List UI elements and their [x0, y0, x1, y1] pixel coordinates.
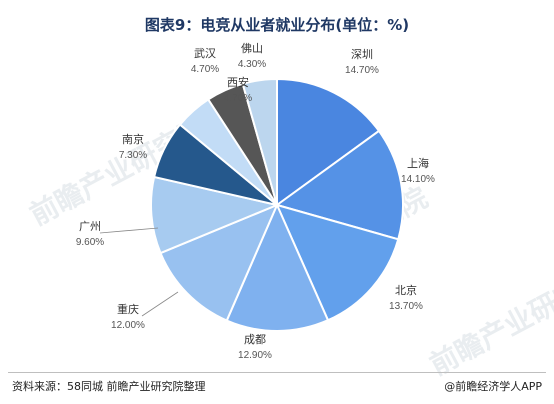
- slice-name-label: 深圳: [351, 48, 373, 61]
- pie-slice-1: [276, 77, 381, 207]
- pie-slice-3: [275, 203, 400, 322]
- pie-slices: [150, 77, 404, 332]
- slice-name-label: 上海: [407, 156, 429, 170]
- footer-divider: [8, 372, 546, 373]
- leader-line: [141, 291, 179, 317]
- slice-value-label: 7.30%: [119, 150, 147, 161]
- leader-lines: [99, 227, 179, 317]
- slice-labels: 深圳 14.70% 上海 14.10% 北京 13.70% 成都 12.90% 重庆 12.00%…: [76, 42, 435, 361]
- slice-value-label: 12.90%: [238, 350, 272, 361]
- chart-title: 图表9：电竞从业者就业分布(单位：%): [144, 16, 410, 34]
- credit-note: @前瞻经济学人APP: [444, 380, 542, 393]
- slice-value-label: 4.30%: [238, 59, 266, 70]
- slice-name-label: 成都: [244, 333, 266, 346]
- slice-value-label: 4.70%: [224, 93, 252, 104]
- slice-name-label: 佛山: [241, 42, 263, 55]
- slice-name-label: 西安: [227, 75, 249, 89]
- pie-slice-4: [225, 202, 330, 332]
- slice-name-label: 广州: [79, 220, 101, 233]
- slice-name-label: 重庆: [117, 302, 139, 316]
- slice-value-label: 14.10%: [401, 174, 435, 185]
- slice-value-label: 12.00%: [111, 320, 145, 331]
- pie-slice-2: [274, 129, 404, 241]
- slice-name-label: 南京: [122, 132, 144, 146]
- slice-name-label: 北京: [395, 283, 417, 297]
- slice-name-label: 武汉: [194, 47, 216, 60]
- pie-slice-5: [159, 203, 279, 322]
- pie-slice-10: [241, 77, 278, 206]
- slice-value-label: 14.70%: [345, 65, 379, 76]
- slice-value-label: 13.70%: [389, 301, 423, 312]
- slice-value-label: 4.70%: [191, 64, 219, 75]
- slice-value-label: 9.60%: [76, 237, 104, 248]
- source-note: 资料来源：58同城 前瞻产业研究院整理: [12, 380, 206, 393]
- leader-line: [99, 227, 159, 234]
- pie-slice-6: [150, 175, 281, 255]
